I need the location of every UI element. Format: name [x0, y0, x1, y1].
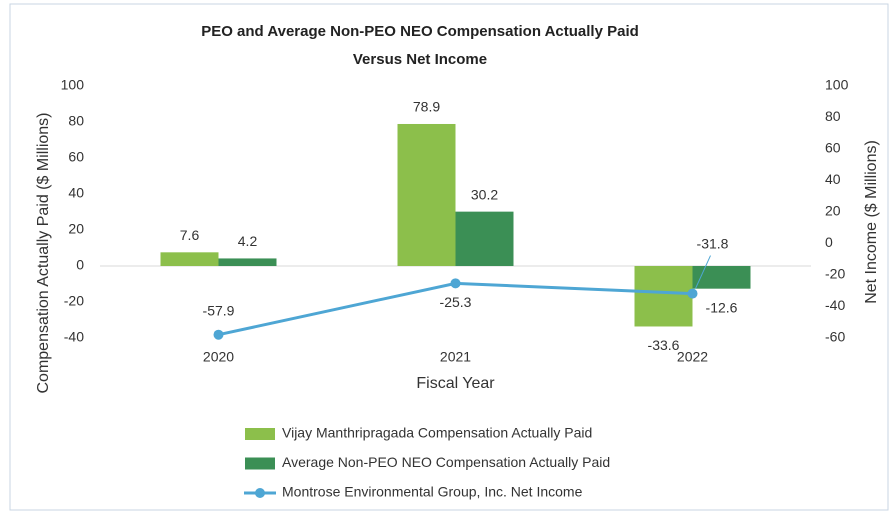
data-label: -31.8 [697, 235, 729, 251]
data-label: 30.2 [471, 186, 498, 202]
bar [692, 266, 751, 289]
y-tick-label: 80 [68, 113, 84, 129]
y-tick-label: 40 [68, 185, 84, 201]
data-label: -12.6 [706, 299, 738, 315]
leader-line [695, 255, 711, 289]
y2-axis-title: Net Income ($ Millions) [863, 140, 880, 304]
line-marker [687, 288, 698, 299]
bar [218, 258, 277, 266]
y2-tick-label: 20 [825, 203, 841, 219]
legend-swatch [245, 428, 275, 440]
y-tick-label: 60 [68, 149, 84, 165]
y2-tick-label: -20 [825, 266, 845, 282]
y-tick-label: -40 [64, 329, 84, 345]
x-tick-label: 2020 [203, 349, 234, 365]
line-marker [213, 329, 224, 340]
bar [455, 211, 514, 266]
y2-tick-label: -60 [825, 329, 845, 345]
frame [9, 3, 889, 511]
y-tick-label: 100 [61, 77, 85, 93]
legend-swatch-marker [255, 488, 265, 498]
y2-tick-label: 100 [825, 77, 849, 93]
y2-tick-label: 80 [825, 108, 841, 124]
x-tick-label: 2022 [677, 349, 708, 365]
chart-title: PEO and Average Non-PEO NEO Compensation… [201, 23, 639, 68]
y-tick-label: -20 [64, 293, 84, 309]
y2-tick-label: 40 [825, 171, 841, 187]
legend-label: Vijay Manthripragada Compensation Actual… [282, 425, 592, 441]
data-label: -33.6 [648, 337, 680, 353]
x-axis-title: Fiscal Year [416, 375, 495, 392]
y2-tick-label: 60 [825, 140, 841, 156]
bar [160, 252, 219, 266]
bar [634, 266, 693, 327]
data-label: 4.2 [238, 233, 258, 249]
bar [397, 123, 456, 266]
legend-label: Average Non-PEO NEO Compensation Actuall… [282, 454, 610, 470]
y2-tick-label: -40 [825, 297, 845, 313]
y-tick-label: 20 [68, 221, 84, 237]
x-tick-label: 2021 [440, 349, 471, 365]
y-tick-label: 0 [76, 257, 84, 273]
y2-tick-label: 0 [825, 234, 833, 250]
data-label: 78.9 [413, 99, 440, 115]
data-label: -25.3 [440, 294, 472, 310]
data-label: 7.6 [180, 227, 200, 243]
line-marker [450, 278, 461, 289]
data-label: -57.9 [203, 302, 235, 318]
legend-label: Montrose Environmental Group, Inc. Net I… [282, 484, 583, 500]
legend-swatch [245, 457, 275, 470]
y-axis-title: Compensation Actually Paid ($ Millions) [35, 112, 52, 393]
